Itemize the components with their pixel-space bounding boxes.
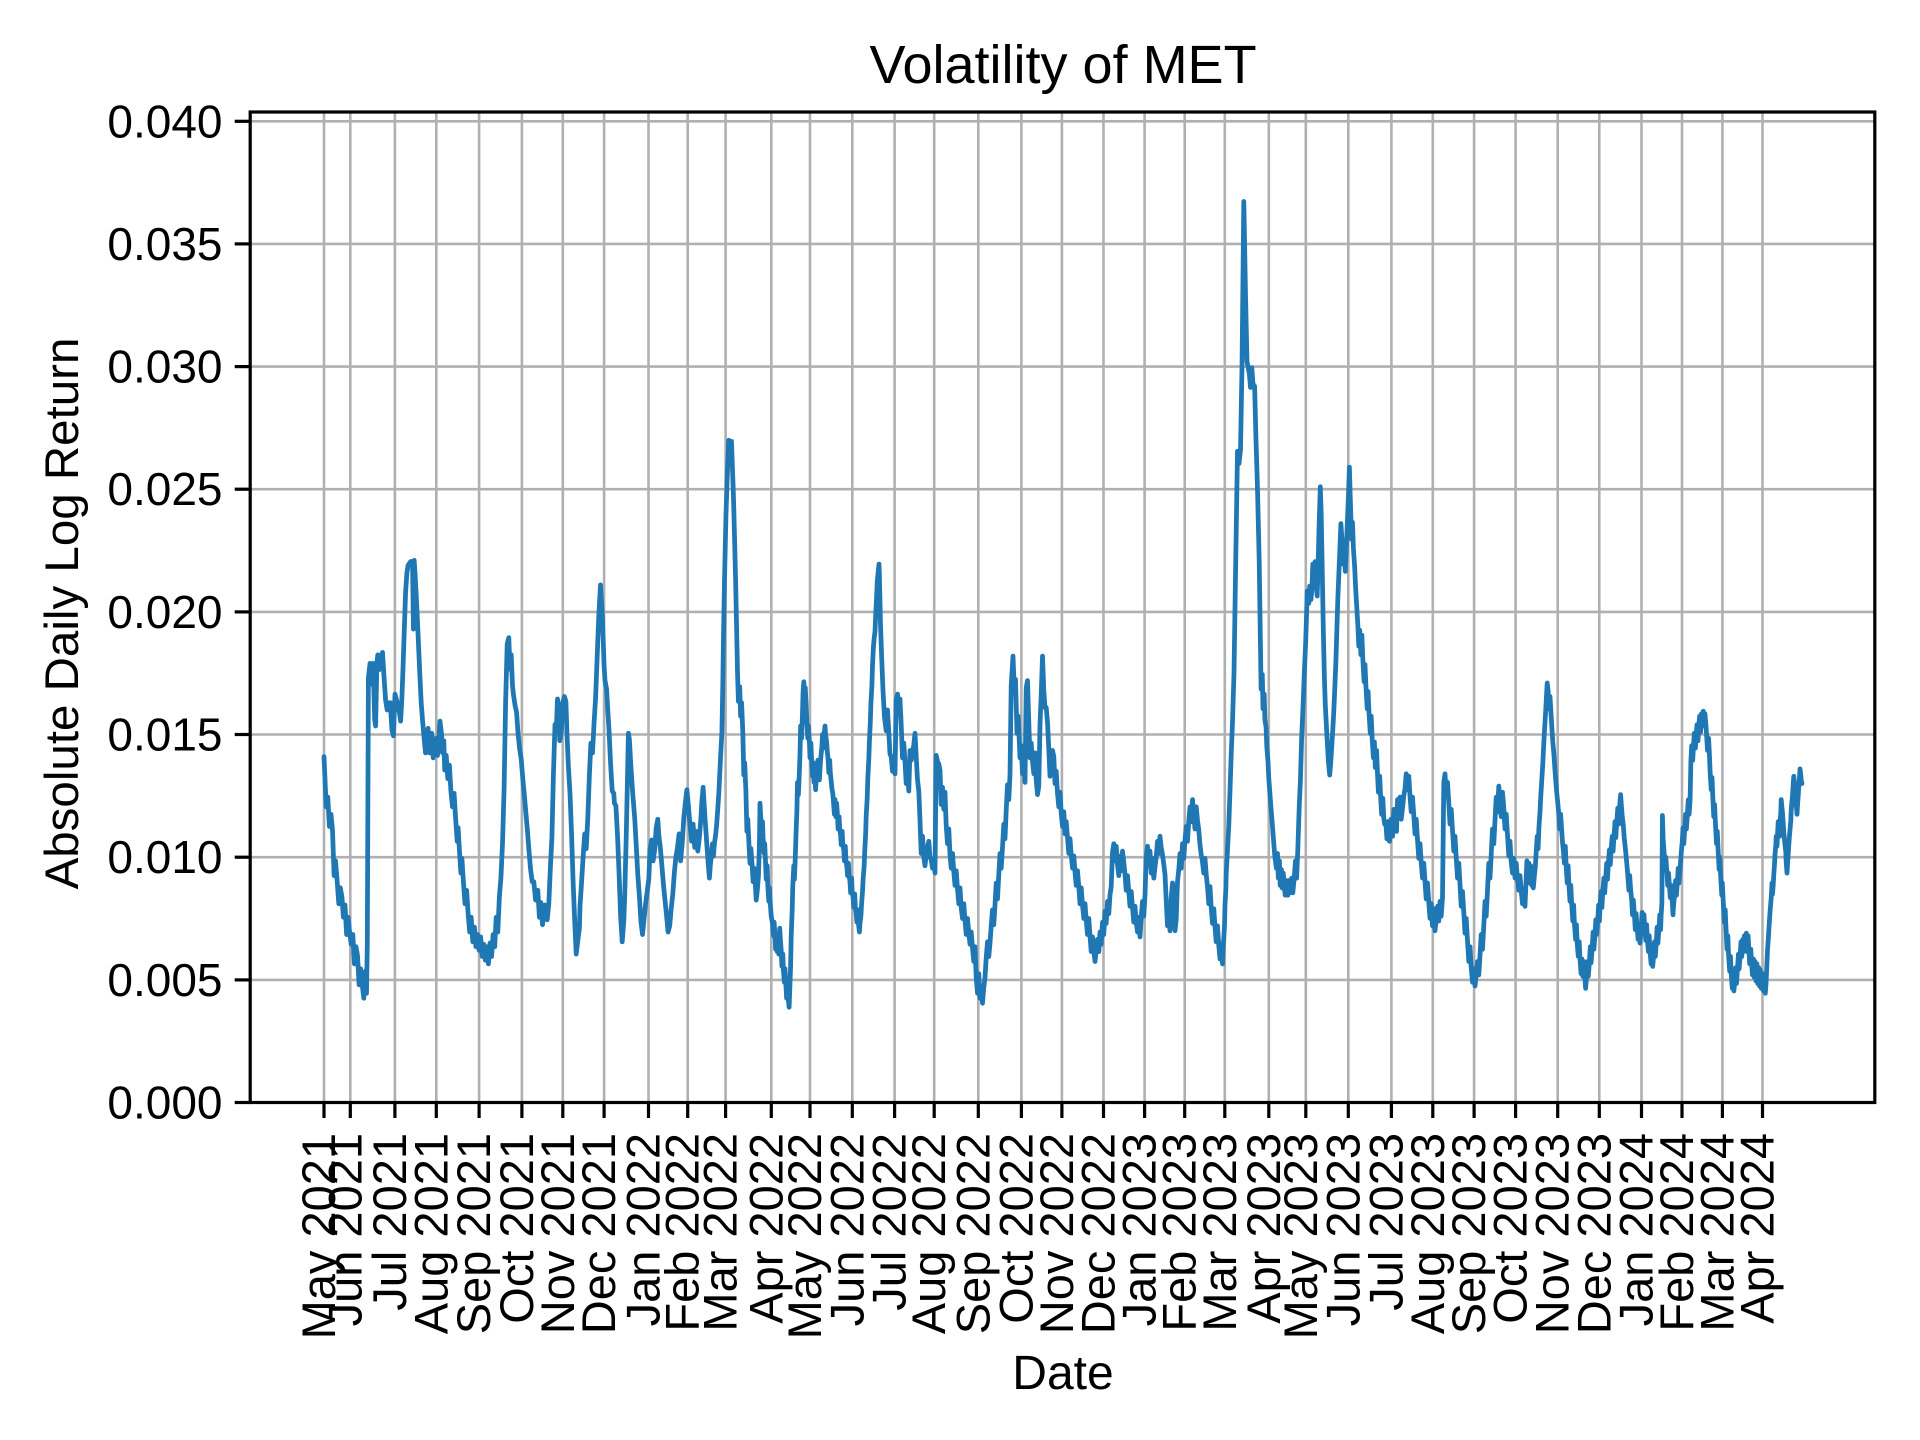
svg-text:Dec 2022: Dec 2022 bbox=[1072, 1133, 1125, 1334]
svg-text:Aug 2022: Aug 2022 bbox=[902, 1133, 955, 1334]
svg-text:Jul 2022: Jul 2022 bbox=[863, 1133, 916, 1311]
svg-text:Sep 2021: Sep 2021 bbox=[447, 1133, 500, 1334]
svg-text:Sep 2022: Sep 2022 bbox=[946, 1133, 999, 1334]
svg-text:May 2021: May 2021 bbox=[292, 1133, 345, 1339]
svg-text:Oct 2023: Oct 2023 bbox=[1484, 1133, 1537, 1324]
svg-text:Mar 2023: Mar 2023 bbox=[1193, 1133, 1246, 1332]
svg-text:Jun 2023: Jun 2023 bbox=[1316, 1133, 1369, 1326]
svg-text:Jul 2021: Jul 2021 bbox=[363, 1133, 416, 1311]
svg-text:Jan 2022: Jan 2022 bbox=[617, 1133, 670, 1326]
svg-text:May 2023: May 2023 bbox=[1274, 1133, 1327, 1339]
svg-text:Feb 2022: Feb 2022 bbox=[656, 1133, 709, 1332]
svg-text:Nov 2022: Nov 2022 bbox=[1030, 1133, 1083, 1334]
svg-text:0.025: 0.025 bbox=[107, 463, 222, 515]
svg-text:Sep 2023: Sep 2023 bbox=[1442, 1133, 1495, 1334]
svg-text:Oct 2021: Oct 2021 bbox=[490, 1133, 543, 1324]
svg-text:Jun 2021: Jun 2021 bbox=[318, 1133, 371, 1326]
svg-text:Jan 2023: Jan 2023 bbox=[1113, 1133, 1166, 1326]
svg-text:0.040: 0.040 bbox=[107, 95, 222, 147]
svg-text:Feb 2024: Feb 2024 bbox=[1650, 1133, 1703, 1332]
svg-text:Oct 2022: Oct 2022 bbox=[989, 1133, 1042, 1324]
svg-text:Dec 2023: Dec 2023 bbox=[1567, 1133, 1620, 1334]
svg-text:0.005: 0.005 bbox=[107, 954, 222, 1006]
svg-text:0.000: 0.000 bbox=[107, 1077, 222, 1129]
svg-text:Absolute Daily Log Return: Absolute Daily Log Return bbox=[36, 338, 89, 890]
svg-text:Mar 2022: Mar 2022 bbox=[694, 1133, 747, 1332]
svg-text:Jul 2023: Jul 2023 bbox=[1359, 1133, 1412, 1311]
svg-text:Aug 2021: Aug 2021 bbox=[404, 1133, 457, 1334]
svg-text:0.020: 0.020 bbox=[107, 586, 222, 638]
svg-text:Apr 2024: Apr 2024 bbox=[1731, 1133, 1784, 1324]
svg-text:0.010: 0.010 bbox=[107, 831, 222, 883]
svg-text:Apr 2023: Apr 2023 bbox=[1237, 1133, 1290, 1324]
svg-text:Mar 2024: Mar 2024 bbox=[1690, 1133, 1743, 1332]
svg-text:0.035: 0.035 bbox=[107, 218, 222, 270]
svg-text:Nov 2023: Nov 2023 bbox=[1526, 1133, 1579, 1334]
svg-text:Feb 2023: Feb 2023 bbox=[1153, 1133, 1206, 1332]
svg-text:May 2022: May 2022 bbox=[778, 1133, 831, 1339]
svg-text:Nov 2021: Nov 2021 bbox=[531, 1133, 584, 1334]
svg-text:0.030: 0.030 bbox=[107, 341, 222, 393]
svg-text:Apr 2022: Apr 2022 bbox=[739, 1133, 792, 1324]
svg-text:Jan 2024: Jan 2024 bbox=[1610, 1133, 1663, 1326]
svg-text:0.015: 0.015 bbox=[107, 709, 222, 761]
svg-text:Dec 2021: Dec 2021 bbox=[572, 1133, 625, 1334]
svg-text:Aug 2023: Aug 2023 bbox=[1401, 1133, 1454, 1334]
svg-text:Jun 2022: Jun 2022 bbox=[820, 1133, 873, 1326]
svg-text:Date: Date bbox=[1012, 1347, 1113, 1400]
svg-text:Volatility of MET: Volatility of MET bbox=[869, 35, 1256, 95]
